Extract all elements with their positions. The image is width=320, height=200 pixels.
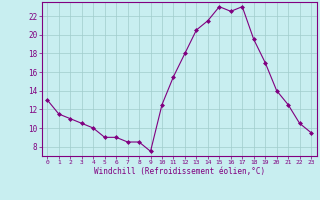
X-axis label: Windchill (Refroidissement éolien,°C): Windchill (Refroidissement éolien,°C)	[94, 167, 265, 176]
